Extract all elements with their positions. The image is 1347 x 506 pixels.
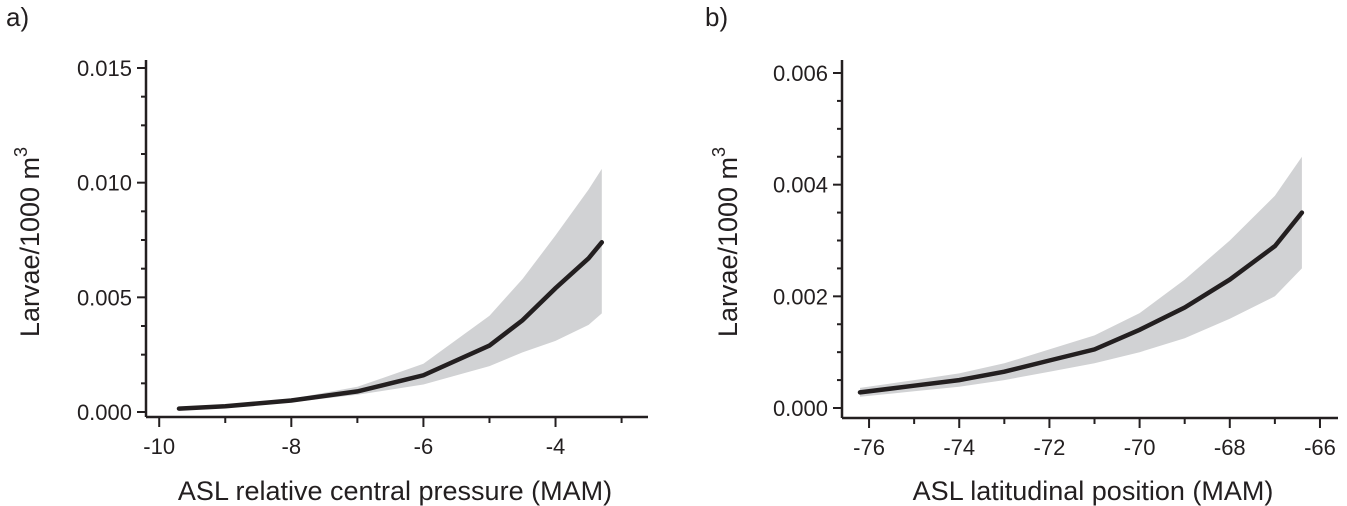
x-tick-label-b: -68 (1214, 435, 1246, 460)
fit-line-b (857, 210, 1305, 395)
panel-label-b: b) (705, 2, 728, 32)
x-tick-label-a: -6 (414, 434, 434, 459)
y-axis-b: 0.000 0.002 0.004 0.006 (773, 61, 842, 421)
x-axis-title-a: ASL relative central pressure (MAM) (178, 476, 612, 506)
confidence-band-b (860, 156, 1302, 397)
y-axis-a: 0.000 0.005 0.010 0.015 (77, 56, 146, 425)
y-tick-label-b: 0.000 (773, 396, 828, 421)
y-tick-label-a: 0.000 (77, 400, 132, 425)
x-tick-label-b: -74 (943, 435, 975, 460)
x-tick-label-a: -4 (546, 434, 566, 459)
x-tick-label-a: -10 (143, 434, 175, 459)
y-tick-label-a: 0.015 (77, 56, 132, 81)
y-tick-label-a: 0.010 (77, 171, 132, 196)
x-axis-a: -10 -8 -6 -4 (143, 417, 623, 459)
panel-label-a: a) (6, 2, 29, 32)
x-tick-label-b: -70 (1124, 435, 1156, 460)
x-tick-label-b: -76 (853, 435, 885, 460)
x-tick-label-b: -66 (1304, 435, 1336, 460)
x-tick-label-b: -72 (1034, 435, 1066, 460)
confidence-band-a (179, 168, 602, 410)
y-axis-title-a: Larvae/1000 m3 (11, 147, 45, 337)
y-tick-label-a: 0.005 (77, 285, 132, 310)
x-axis-title-b: ASL latitudinal position (MAM) (913, 476, 1274, 506)
x-tick-label-a: -8 (282, 434, 302, 459)
plot-area-b (857, 156, 1305, 397)
x-axis-b: -76 -74 -72 -70 -68 -66 (853, 418, 1336, 460)
fit-line-a (176, 240, 605, 411)
y-axis-title-main-a: Larvae/1000 m (15, 157, 45, 337)
panel-a: a) 0.000 0.005 0.010 0.015 -10 -8 -6 -4 ASL re… (6, 2, 648, 506)
y-axis-title-b: Larvae/1000 m3 (709, 147, 743, 337)
y-tick-label-b: 0.004 (773, 173, 828, 198)
y-axis-title-sup-a: 3 (11, 147, 31, 157)
y-axis-title-sup-b: 3 (709, 147, 729, 157)
y-tick-label-b: 0.002 (773, 284, 828, 309)
y-tick-label-b: 0.006 (773, 61, 828, 86)
plot-area-a (176, 168, 605, 411)
y-axis-title-main-b: Larvae/1000 m (713, 157, 743, 337)
